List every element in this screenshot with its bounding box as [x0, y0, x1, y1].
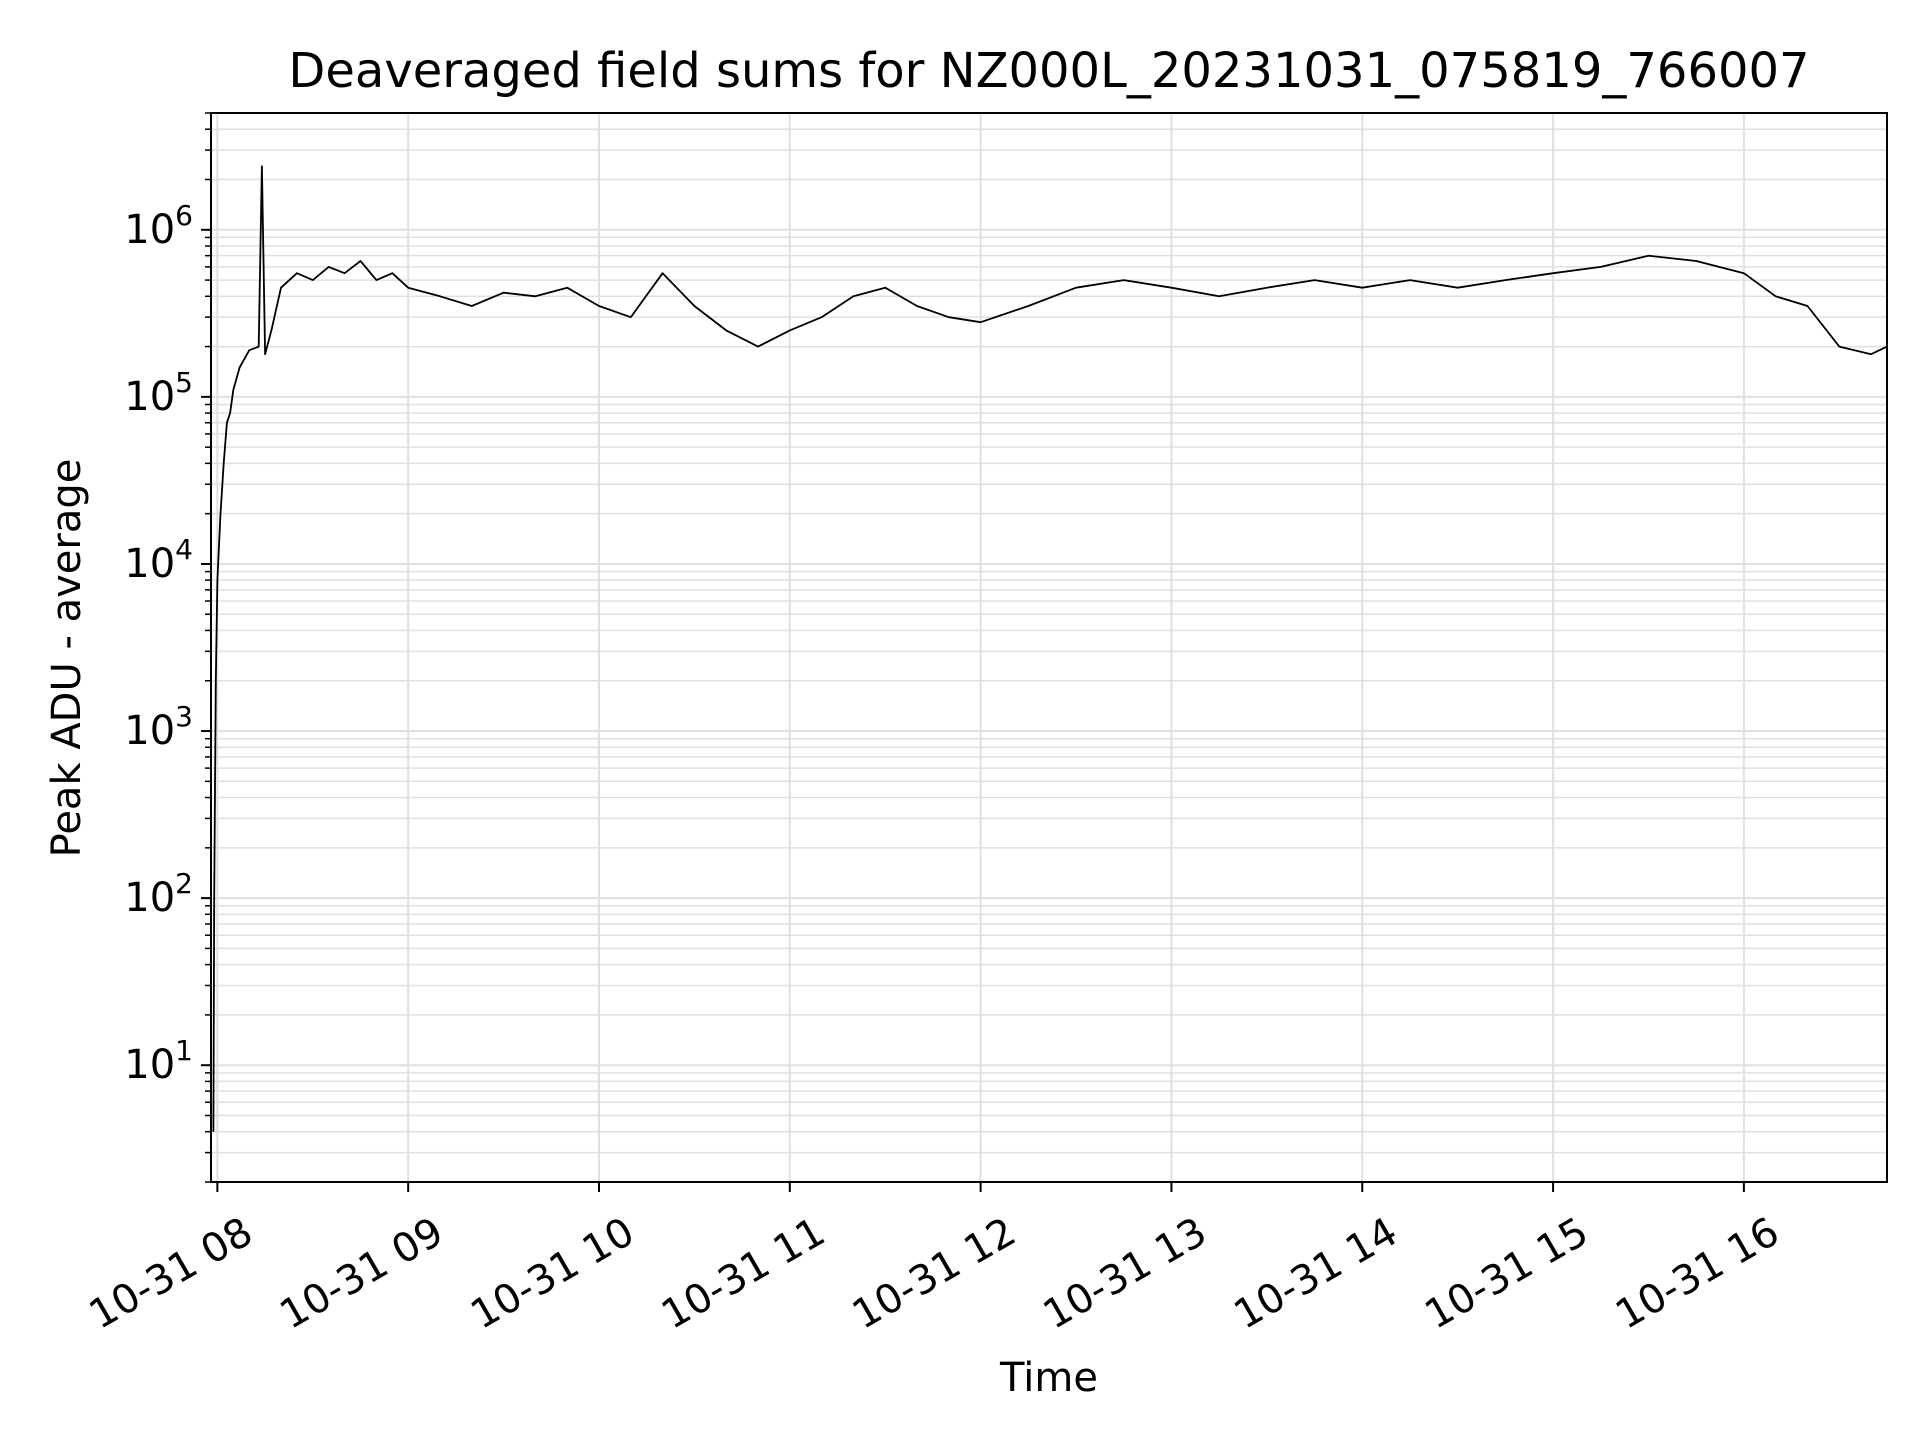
y-tick-label: 103: [124, 700, 193, 754]
y-axis-label: Peak ADU - average: [44, 459, 90, 858]
x-axis-label: Time: [999, 1355, 1098, 1401]
plot-frame: [210, 112, 1888, 1183]
chart-title: Deaveraged field sums for NZ000L_2023103…: [288, 43, 1809, 99]
y-tick-label: 105: [124, 366, 193, 420]
y-tick-label: 102: [124, 867, 193, 921]
y-tick-label: 106: [124, 199, 193, 253]
y-tick-label: 101: [124, 1034, 193, 1088]
y-tick-label: 104: [124, 533, 193, 587]
data-series-line: [212, 165, 1888, 1132]
